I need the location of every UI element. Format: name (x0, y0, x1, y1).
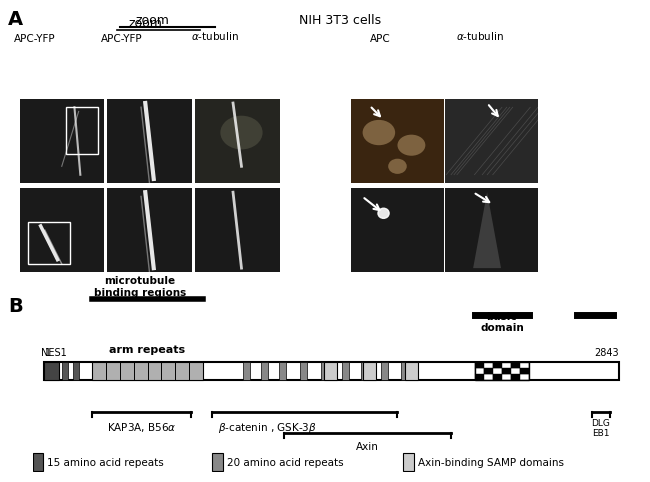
Bar (511, 368, 520, 374)
Text: DLG
EB1: DLG EB1 (591, 419, 610, 438)
Bar (279, 362, 286, 380)
Bar (361, 362, 369, 380)
Bar (403, 453, 414, 470)
Text: B: B (8, 297, 23, 316)
Bar (28, 222, 70, 264)
Ellipse shape (220, 116, 263, 149)
Bar (484, 374, 493, 380)
Bar (484, 362, 493, 368)
Text: A: A (8, 10, 23, 29)
Text: APC-YFP: APC-YFP (14, 34, 56, 44)
Ellipse shape (388, 159, 407, 174)
Bar (300, 362, 307, 380)
Bar (324, 362, 337, 380)
Ellipse shape (363, 120, 395, 145)
Text: 15 amino acid repeats: 15 amino acid repeats (47, 458, 164, 469)
Circle shape (378, 208, 389, 218)
Bar (502, 368, 511, 374)
Bar (475, 362, 529, 380)
Text: 20 amino acid repeats: 20 amino acid repeats (227, 458, 343, 469)
Bar (520, 368, 529, 374)
Text: 1: 1 (44, 348, 51, 358)
Text: $\beta$-catenin , GSK-3$\beta$: $\beta$-catenin , GSK-3$\beta$ (218, 421, 317, 435)
Bar (511, 374, 520, 380)
Bar (520, 362, 529, 368)
Text: zoom: zoom (135, 14, 169, 27)
Bar (484, 368, 493, 374)
Text: NES1: NES1 (40, 348, 66, 358)
Polygon shape (473, 192, 501, 268)
Bar (502, 374, 511, 380)
Text: APC-YFP: APC-YFP (101, 34, 143, 44)
Bar (261, 362, 268, 380)
Bar (493, 374, 502, 380)
Bar (44, 362, 59, 380)
Bar (44, 362, 619, 380)
Bar (511, 362, 520, 368)
Bar (73, 362, 79, 380)
Ellipse shape (398, 134, 425, 156)
Text: 2843: 2843 (594, 348, 619, 358)
Bar (92, 362, 203, 380)
Bar (402, 362, 409, 380)
Text: basic
domain: basic domain (480, 312, 524, 333)
Bar (502, 362, 511, 368)
Bar (66, 107, 98, 154)
Text: $\alpha$-tubulin: $\alpha$-tubulin (191, 30, 239, 42)
Bar (212, 453, 223, 470)
Text: NIH 3T3 cells: NIH 3T3 cells (299, 14, 381, 27)
Text: Axin: Axin (356, 442, 379, 452)
Bar (342, 362, 349, 380)
Bar (493, 368, 502, 374)
Text: APC: APC (370, 34, 391, 44)
Bar (475, 368, 484, 374)
Bar (62, 362, 68, 380)
Text: $\alpha$-tubulin: $\alpha$-tubulin (456, 30, 504, 42)
Bar (363, 362, 376, 380)
Bar (520, 374, 529, 380)
Bar (380, 362, 387, 380)
Bar (320, 362, 328, 380)
Bar (243, 362, 250, 380)
Text: arm repeats: arm repeats (109, 345, 185, 355)
Text: zoom: zoom (128, 17, 162, 30)
Bar (475, 362, 484, 368)
Bar (32, 453, 44, 470)
Bar (493, 362, 502, 368)
Text: microtubule
binding regions: microtubule binding regions (94, 276, 187, 297)
Text: KAP3A, B56$\alpha$: KAP3A, B56$\alpha$ (107, 421, 176, 434)
Text: Axin-binding SAMP domains: Axin-binding SAMP domains (418, 458, 564, 469)
Bar (475, 374, 484, 380)
Bar (405, 362, 418, 380)
